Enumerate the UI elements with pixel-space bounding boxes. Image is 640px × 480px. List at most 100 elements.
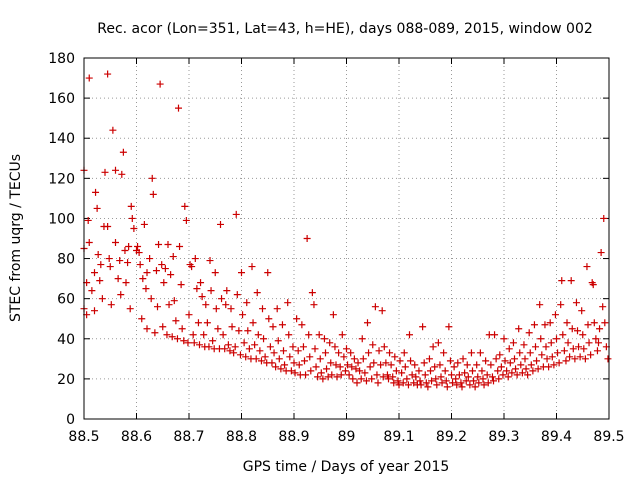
data-point [148, 174, 156, 182]
y-axis-label: STEC from uqrg / TECUs [8, 154, 24, 322]
data-point [546, 319, 554, 327]
data-point [286, 353, 294, 361]
data-point [417, 381, 425, 389]
data-point [274, 337, 282, 345]
data-point [438, 379, 446, 387]
data-point [92, 188, 100, 196]
y-tick-label: 60 [57, 292, 75, 308]
data-point [542, 343, 550, 351]
data-point [571, 355, 579, 363]
data-point [404, 381, 412, 389]
data-point [401, 363, 409, 371]
data-point [134, 243, 142, 251]
data-point [136, 261, 144, 269]
data-point [278, 321, 286, 329]
data-point [595, 339, 602, 347]
x-tick-label: 89.5 [593, 429, 624, 445]
y-tick-label: 120 [48, 171, 75, 187]
data-point [364, 319, 371, 327]
data-point [245, 345, 253, 353]
data-point [264, 269, 272, 277]
data-point [500, 335, 508, 343]
data-point [312, 363, 320, 371]
data-point [525, 329, 533, 337]
data-point [211, 269, 219, 277]
data-point [226, 347, 234, 355]
data-point [365, 349, 373, 357]
data-point [513, 371, 521, 379]
y-tick-label: 160 [48, 91, 75, 107]
data-point [411, 361, 419, 369]
x-axis-label: GPS time / Days of year 2015 [243, 459, 450, 475]
data-point [232, 210, 240, 218]
data-point [504, 373, 512, 381]
data-point [254, 331, 262, 339]
data-point [176, 243, 184, 251]
data-point [104, 70, 112, 78]
data-point [308, 289, 316, 297]
data-point [503, 367, 511, 375]
y-tick-label: 180 [48, 51, 75, 67]
data-point [407, 357, 415, 365]
data-point [269, 323, 277, 331]
data-point [320, 335, 328, 343]
data-point [227, 305, 235, 313]
y-tick-label: 140 [48, 131, 75, 147]
data-point [270, 349, 278, 357]
data-point [200, 331, 208, 339]
data-point [173, 335, 181, 343]
data-point [458, 383, 466, 391]
data-point [222, 301, 230, 309]
data-point [555, 359, 563, 367]
data-point [193, 285, 201, 293]
data-point [336, 363, 344, 371]
data-point [446, 357, 454, 365]
data-point [370, 359, 378, 367]
data-point [94, 251, 102, 259]
data-point [287, 367, 295, 375]
data-point [379, 373, 387, 381]
data-point [85, 239, 93, 247]
data-point [347, 349, 355, 357]
data-point [469, 367, 476, 375]
data-point [482, 357, 490, 365]
data-point [415, 367, 423, 375]
data-point [235, 327, 243, 335]
data-point [221, 345, 229, 353]
axis-ticks: 88.5 88.6 88.7 88.8 88.9 89 89.1 89.2 89.3 89.4 89… [48, 51, 624, 445]
data-point [429, 343, 437, 351]
data-point [329, 311, 337, 319]
data-point [538, 351, 546, 359]
data-point [359, 355, 367, 363]
data-point [119, 148, 127, 156]
data-point [478, 367, 486, 375]
data-point [592, 335, 600, 343]
data-point [188, 263, 196, 271]
data-point [105, 255, 113, 263]
data-point [574, 327, 581, 335]
data-point [217, 220, 224, 228]
data-point [275, 355, 283, 363]
data-point [403, 375, 411, 383]
data-point [112, 166, 119, 174]
data-point [290, 359, 298, 367]
data-point [589, 281, 597, 289]
data-point [436, 361, 444, 369]
data-point [260, 335, 268, 343]
data-point [177, 281, 185, 289]
data-point [576, 353, 584, 361]
data-point [496, 351, 504, 359]
data-point [425, 355, 433, 363]
data-point [361, 369, 369, 377]
data-point [412, 373, 420, 381]
data-point [143, 269, 151, 277]
data-point [135, 249, 143, 257]
data-point [392, 367, 400, 375]
data-point [125, 243, 133, 251]
data-point [337, 371, 345, 379]
data-point [91, 269, 98, 277]
data-point [156, 80, 164, 88]
data-point [164, 241, 172, 249]
data-point [440, 349, 448, 357]
data-point [357, 375, 365, 383]
